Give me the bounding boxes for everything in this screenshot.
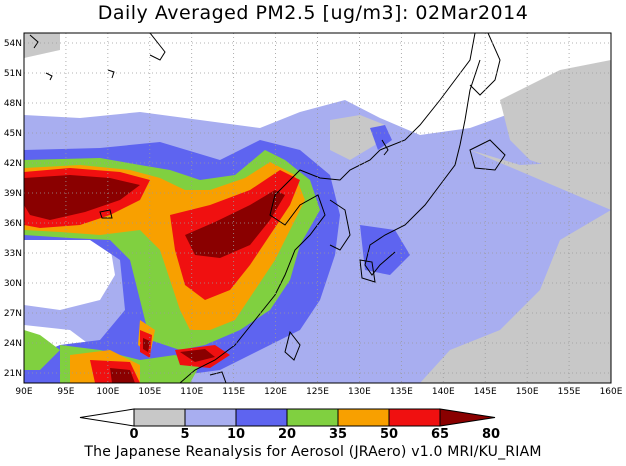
map-title: Daily Averaged PM2.5 [ug/m3]: 02Mar2014 <box>97 2 529 24</box>
lon-tick-label: 160E <box>600 387 623 397</box>
lon-tick-label: 140E <box>432 387 455 397</box>
colorbar-label: 50 <box>380 427 398 442</box>
lon-tick-label: 155E <box>558 387 581 397</box>
longitude-labels: 90E 95E 100E 105E 110E 115E 120E 125E 130E 135E 14… <box>15 387 622 397</box>
lon-tick-label: 110E <box>180 387 203 397</box>
colorbar-swatch <box>388 408 441 427</box>
lon-tick-label: 145E <box>474 387 497 397</box>
lon-tick-label: 150E <box>516 387 539 397</box>
colorbar-swatch <box>235 408 288 427</box>
lat-tick-label: 33N <box>4 249 22 259</box>
colorbar-swatch <box>184 408 237 427</box>
colorbar-under-triangle <box>79 408 135 427</box>
colorbar-label: 20 <box>278 427 296 442</box>
lat-tick-label: 24N <box>4 339 22 349</box>
lon-tick-label: 100E <box>96 387 119 397</box>
concentration-field <box>24 33 611 383</box>
colorbar: 0 5 10 20 35 50 65 80 <box>79 408 500 442</box>
lon-tick-label: 120E <box>264 387 287 397</box>
lat-tick-label: 42N <box>4 159 22 169</box>
lon-tick-label: 115E <box>222 387 245 397</box>
latitude-labels: 21N 24N 27N 30N 33N 36N 39N 42N 45N 48N 51N 54N <box>4 39 22 379</box>
lat-tick-label: 54N <box>4 39 22 49</box>
coastlines <box>29 33 506 383</box>
colorbar-swatch <box>286 408 339 427</box>
lat-tick-label: 30N <box>4 279 22 289</box>
lon-tick-label: 130E <box>348 387 371 397</box>
lon-tick-label: 95E <box>57 387 74 397</box>
colorbar-label: 35 <box>329 427 347 442</box>
lat-tick-label: 21N <box>4 369 22 379</box>
colorbar-label: 65 <box>431 427 449 442</box>
colorbar-label: 0 <box>129 427 138 442</box>
colorbar-label: 80 <box>482 427 500 442</box>
colorbar-swatch <box>133 408 186 427</box>
lon-tick-label: 105E <box>138 387 161 397</box>
lat-tick-label: 27N <box>4 309 22 319</box>
lat-tick-label: 45N <box>4 129 22 139</box>
colorbar-label: 10 <box>227 427 245 442</box>
lat-tick-label: 39N <box>4 189 22 199</box>
footer-credit: The Japanese Reanalysis for Aerosol (JRA… <box>84 444 542 460</box>
lat-tick-label: 36N <box>4 219 22 229</box>
lon-tick-label: 125E <box>306 387 329 397</box>
map-frame <box>23 32 612 384</box>
colorbar-label: 5 <box>180 427 189 442</box>
lat-tick-label: 51N <box>4 69 22 79</box>
colorbar-swatch <box>337 408 390 427</box>
lon-tick-label: 135E <box>390 387 413 397</box>
lon-tick-label: 90E <box>15 387 32 397</box>
colorbar-over-triangle <box>439 408 496 427</box>
lat-tick-label: 48N <box>4 99 22 109</box>
